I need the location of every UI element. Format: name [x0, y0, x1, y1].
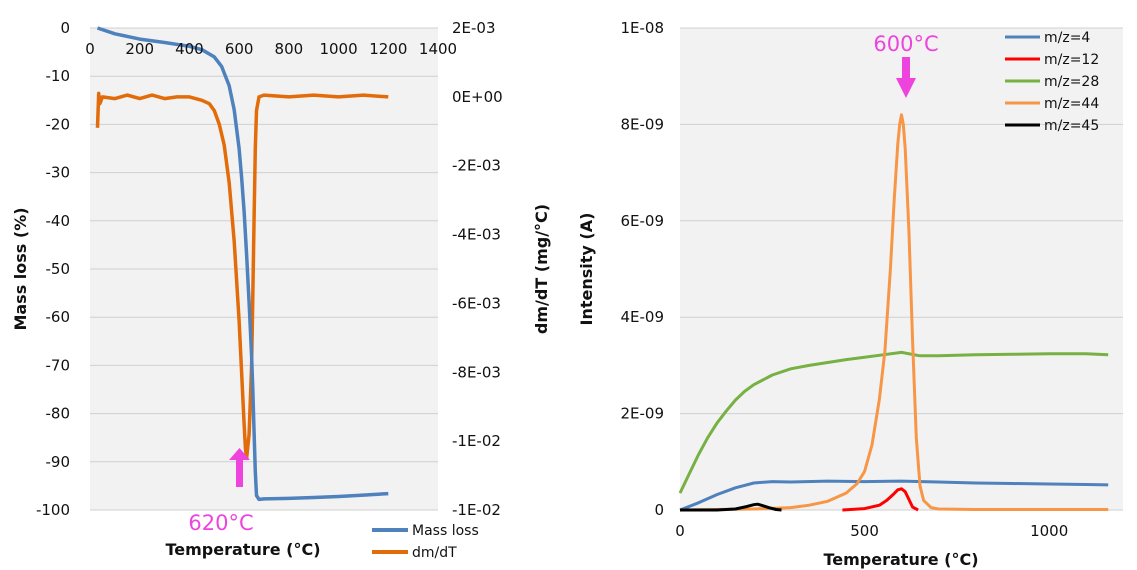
tga-x-tick-label: 200 — [125, 40, 154, 58]
tga-right-axis-title: dm/dT (mg/°C) — [532, 204, 551, 334]
tga-peak-annotation: 620°C — [188, 511, 253, 535]
tga-chart: 0 -10 -20 -30 -40 -50 -60 -70 -80 -90 -100 0 200 400 6… — [11, 19, 551, 561]
tga-y-tick-label: -40 — [46, 212, 71, 230]
ms-y-tick-label: 8E-09 — [620, 115, 664, 133]
tga-gridlines — [90, 27, 438, 511]
tga-series-line — [96, 26, 389, 502]
tga-x-tick-label: 1000 — [319, 40, 357, 58]
tga-y-tick-label: 0 — [60, 19, 70, 37]
ms-y-axis-title: Intensity (A) — [577, 213, 596, 326]
tga-tick-labels: 0 -10 -20 -30 -40 -50 -60 -70 -80 -90 -100 0 200 400 6… — [36, 19, 503, 519]
ms-tick-labels: 0 2E-09 4E-09 6E-09 8E-09 1E-08 0 500 1000 — [620, 19, 1068, 540]
ms-series-line — [679, 479, 1109, 512]
tga-right-tick-label: -6E-03 — [452, 294, 501, 312]
tga-x-tick-label: 0 — [85, 40, 95, 58]
tga-y-tick-label: -90 — [46, 453, 71, 471]
tga-x-tick-label: 1200 — [369, 40, 407, 58]
tga-legend: Mass loss dm/dT — [372, 523, 479, 561]
ms-x-tick-label: 1000 — [1030, 522, 1068, 540]
ms-series-line — [842, 487, 919, 512]
ms-plot-area — [680, 28, 1123, 510]
tga-legend-label: Mass loss — [412, 523, 479, 539]
ms-peak-arrow — [896, 57, 916, 98]
tga-right-tick-label: -8E-03 — [452, 363, 501, 381]
tga-right-tick-label: -2E-03 — [452, 157, 501, 175]
ms-legend-label: m/z=28 — [1044, 74, 1099, 90]
ms-x-axis-title: Temperature (°C) — [823, 550, 978, 569]
tga-x-tick-label: 800 — [275, 40, 304, 58]
tga-x-axis-title: Temperature (°C) — [165, 540, 320, 559]
ms-y-tick-label: 2E-09 — [620, 405, 664, 423]
ms-y-tick-label: 6E-09 — [620, 212, 664, 230]
ms-legend-label: m/z=4 — [1044, 30, 1090, 46]
tga-right-tick-label: 0E+00 — [452, 88, 503, 106]
tga-x-tick-label: 400 — [175, 40, 204, 58]
tga-y-tick-label: -80 — [46, 405, 71, 423]
ms-series-line — [679, 113, 1109, 512]
ms-peak-annotation: 600°C — [873, 32, 938, 56]
tga-series — [95, 26, 389, 502]
tga-right-tick-label: -4E-03 — [452, 226, 501, 244]
tga-legend-label: dm/dT — [412, 545, 457, 561]
ms-series-line — [680, 502, 782, 512]
tga-y-tick-label: -100 — [36, 501, 70, 519]
ms-y-tick-label: 1E-08 — [620, 19, 664, 37]
ms-legend: m/z=4 m/z=12 m/z=28 m/z=44 m/z=45 — [1005, 30, 1099, 134]
tga-y-tick-label: -30 — [46, 164, 71, 182]
ms-x-tick-label: 0 — [675, 522, 685, 540]
tga-series-line — [95, 91, 389, 461]
ms-chart: 0 2E-09 4E-09 6E-09 8E-09 1E-08 0 500 1000 Tempe… — [577, 19, 1123, 569]
tga-y-tick-label: -10 — [46, 67, 71, 85]
tga-y-tick-label: -50 — [46, 260, 71, 278]
tga-right-tick-label: -1E-02 — [452, 501, 501, 519]
tga-y-tick-label: -20 — [46, 115, 71, 133]
tga-x-tick-label: 600 — [225, 40, 254, 58]
tga-peak-arrow — [229, 448, 250, 487]
ms-y-tick-label: 4E-09 — [620, 308, 664, 326]
tga-right-tick-label: 2E-03 — [452, 19, 496, 37]
ms-legend-label: m/z=45 — [1044, 118, 1099, 134]
tga-right-tick-label: -1E-02 — [452, 432, 501, 450]
ms-series-line — [678, 350, 1109, 494]
tga-y-axis-title: Mass loss (%) — [11, 207, 30, 330]
ms-legend-label: m/z=44 — [1044, 96, 1099, 112]
ms-y-tick-label: 0 — [654, 501, 664, 519]
ms-series — [678, 113, 1109, 512]
tga-x-tick-label: 1400 — [419, 40, 457, 58]
ms-x-tick-label: 500 — [850, 522, 879, 540]
ms-legend-label: m/z=12 — [1044, 52, 1099, 68]
tga-y-tick-label: -60 — [46, 308, 71, 326]
tga-y-tick-label: -70 — [46, 356, 71, 374]
